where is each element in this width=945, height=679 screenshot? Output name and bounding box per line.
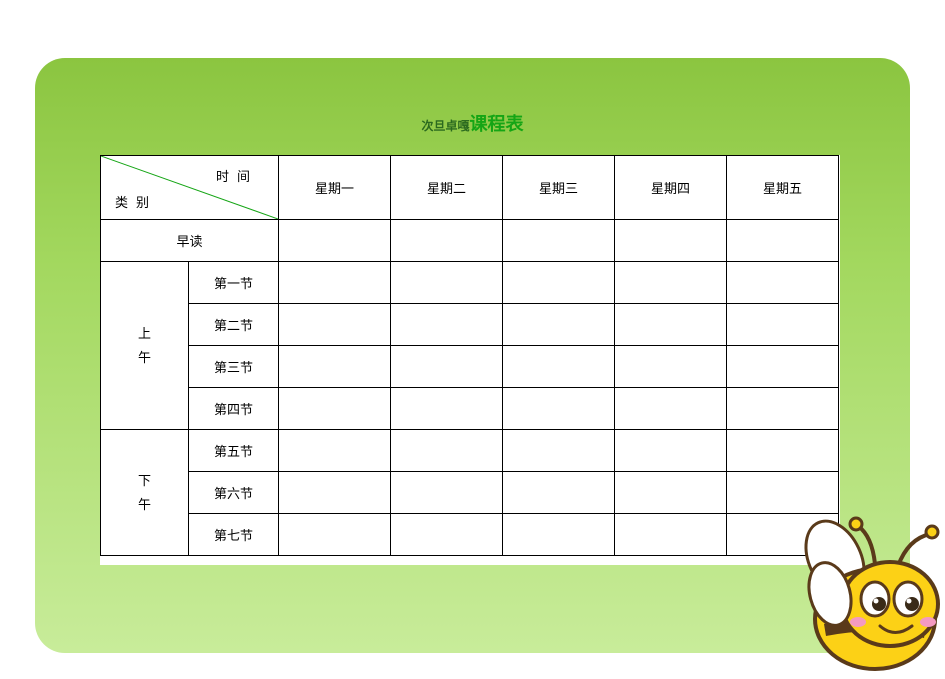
cell <box>279 220 391 262</box>
header-time-label: 时间 <box>216 166 258 185</box>
period-label: 第三节 <box>189 346 279 388</box>
cell <box>391 262 503 304</box>
cell <box>391 388 503 430</box>
period-label: 第一节 <box>189 262 279 304</box>
period-label: 第七节 <box>189 514 279 556</box>
cell <box>391 346 503 388</box>
cell <box>279 346 391 388</box>
cell <box>727 262 839 304</box>
cell <box>615 220 727 262</box>
cell <box>391 514 503 556</box>
pm-label: 下午 <box>101 430 189 556</box>
cell <box>279 472 391 514</box>
day-header: 星期一 <box>279 156 391 220</box>
am-label: 上午 <box>101 262 189 430</box>
am-label-text: 上午 <box>138 326 151 364</box>
cell <box>279 388 391 430</box>
morning-reading-row: 早读 <box>101 220 839 262</box>
day-header: 星期二 <box>391 156 503 220</box>
day-header: 星期四 <box>615 156 727 220</box>
period-label: 第四节 <box>189 388 279 430</box>
cell <box>503 388 615 430</box>
cell <box>391 472 503 514</box>
table-row: 第二节 <box>101 304 839 346</box>
cell <box>615 514 727 556</box>
cell <box>503 304 615 346</box>
header-row: 时间 类别 星期一 星期二 星期三 星期四 星期五 <box>101 156 839 220</box>
header-category-label: 类别 <box>115 192 157 211</box>
cell <box>727 220 839 262</box>
table-row: 第三节 <box>101 346 839 388</box>
cell <box>615 388 727 430</box>
cell <box>727 388 839 430</box>
cell <box>727 346 839 388</box>
period-label: 第二节 <box>189 304 279 346</box>
timetable: 时间 类别 星期一 星期二 星期三 星期四 星期五 早读 上午 第一节 第二节 <box>100 155 839 556</box>
cell <box>503 220 615 262</box>
pm-label-text: 下午 <box>138 473 151 511</box>
cell <box>503 472 615 514</box>
cell <box>503 430 615 472</box>
cell <box>727 430 839 472</box>
cell <box>615 304 727 346</box>
cell <box>391 220 503 262</box>
table-row: 下午 第五节 <box>101 430 839 472</box>
cell <box>503 262 615 304</box>
cell <box>727 304 839 346</box>
bee-mascot-icon <box>780 504 945 679</box>
cell <box>503 346 615 388</box>
cell <box>615 430 727 472</box>
table-row: 上午 第一节 <box>101 262 839 304</box>
diagonal-header: 时间 类别 <box>101 156 279 220</box>
cell <box>279 262 391 304</box>
day-header: 星期五 <box>727 156 839 220</box>
cell <box>615 472 727 514</box>
cell <box>503 514 615 556</box>
title-main: 课程表 <box>470 114 524 134</box>
cell <box>279 514 391 556</box>
cell <box>279 304 391 346</box>
period-label: 第五节 <box>189 430 279 472</box>
table-row: 第七节 <box>101 514 839 556</box>
cell <box>615 262 727 304</box>
period-label: 第六节 <box>189 472 279 514</box>
cell <box>391 430 503 472</box>
title-prefix: 次旦卓嘎 <box>421 119 469 133</box>
day-header: 星期三 <box>503 156 615 220</box>
morning-reading-label: 早读 <box>101 220 279 262</box>
cell <box>279 430 391 472</box>
page-title: 次旦卓嘎课程表 <box>0 115 945 134</box>
table-row: 第六节 <box>101 472 839 514</box>
table-row: 第四节 <box>101 388 839 430</box>
cell <box>391 304 503 346</box>
cell <box>615 346 727 388</box>
